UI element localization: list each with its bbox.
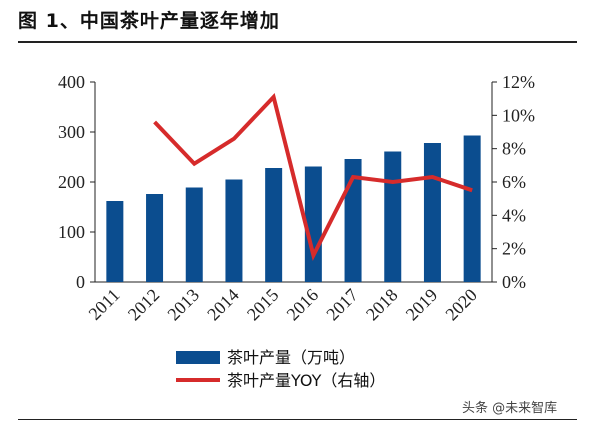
x-tick-label: 2018 xyxy=(362,285,402,325)
y-right-tick-label: 2% xyxy=(502,239,526,259)
y-right-tick-label: 12% xyxy=(502,72,535,92)
x-tick-label: 2015 xyxy=(243,285,283,325)
bar-2015 xyxy=(265,168,283,282)
y-left-tick-label: 400 xyxy=(58,72,85,92)
yoy-line xyxy=(153,92,473,261)
x-tick-label: 2011 xyxy=(85,285,124,324)
x-tick-label: 2016 xyxy=(283,285,323,325)
bar-2013 xyxy=(185,187,203,282)
figure-title: 图 1、中国茶叶产量逐年增加 xyxy=(18,10,280,32)
legend-swatch-bar xyxy=(176,351,220,364)
bar-2014 xyxy=(225,179,243,282)
x-tick-label: 2012 xyxy=(124,285,164,325)
bar-series xyxy=(106,135,481,282)
bottom-divider xyxy=(18,419,577,420)
legend: 茶叶产量（万吨） 茶叶产量YOY（右轴） xyxy=(176,348,385,390)
legend-label-bar: 茶叶产量（万吨） xyxy=(227,348,355,367)
bar-2016 xyxy=(304,166,322,282)
title-divider xyxy=(18,41,577,43)
bar-2019 xyxy=(423,143,441,282)
y-right-tick-label: 8% xyxy=(502,139,526,159)
bar-2012 xyxy=(146,194,164,282)
x-tick-label: 2019 xyxy=(402,285,442,325)
bar-2018 xyxy=(384,151,402,282)
legend-label-line: 茶叶产量YOY（右轴） xyxy=(227,371,385,390)
x-tick-label: 2014 xyxy=(203,285,243,325)
x-tick-label: 2017 xyxy=(322,285,362,325)
y-right-tick-label: 10% xyxy=(502,105,535,125)
y-left-tick-label: 300 xyxy=(58,122,85,142)
y-right-tick-label: 6% xyxy=(502,172,526,192)
y-right-tick-label: 4% xyxy=(502,205,526,225)
bar-2011 xyxy=(106,201,124,282)
bar-2020 xyxy=(463,135,481,282)
y-left-tick-label: 0 xyxy=(76,272,85,292)
y-left-tick-label: 100 xyxy=(58,222,85,242)
watermark: 头条 @未来智库 xyxy=(462,401,558,416)
x-tick-label: 2020 xyxy=(441,285,481,325)
y-right-tick-label: 0% xyxy=(502,272,526,292)
x-tick-label: 2013 xyxy=(163,285,203,325)
line-series xyxy=(153,92,473,261)
y-left-tick-label: 200 xyxy=(58,172,85,192)
